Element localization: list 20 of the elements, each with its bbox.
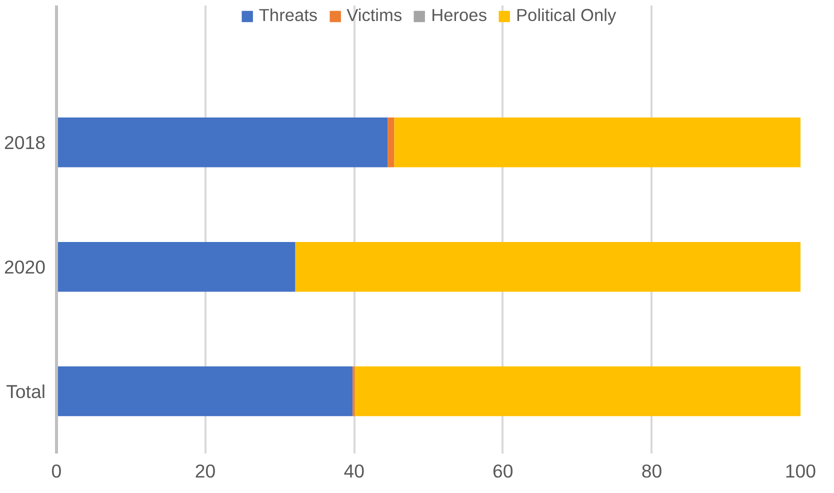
legend-label: Victims [346, 5, 402, 26]
legend-label: Threats [258, 5, 318, 26]
y-tick-label: 2018 [4, 132, 46, 153]
y-tick-label: Total [6, 380, 46, 402]
bar [295, 242, 800, 292]
bar [388, 118, 394, 168]
bar [394, 118, 800, 168]
x-tick-label: 60 [492, 460, 514, 482]
bar [56, 242, 296, 292]
legend-label: Political Only [516, 5, 616, 26]
x-tick-label: 0 [51, 460, 62, 482]
x-tick-label: 80 [641, 460, 662, 482]
y-tick-label: 2020 [4, 256, 46, 278]
bar [354, 366, 800, 416]
legend-label: Heroes [431, 5, 487, 26]
bar [56, 118, 388, 168]
x-tick-label: 100 [784, 460, 816, 482]
bar [56, 366, 353, 416]
x-tick-label: 20 [194, 460, 216, 482]
x-tick-label: 40 [344, 460, 364, 482]
